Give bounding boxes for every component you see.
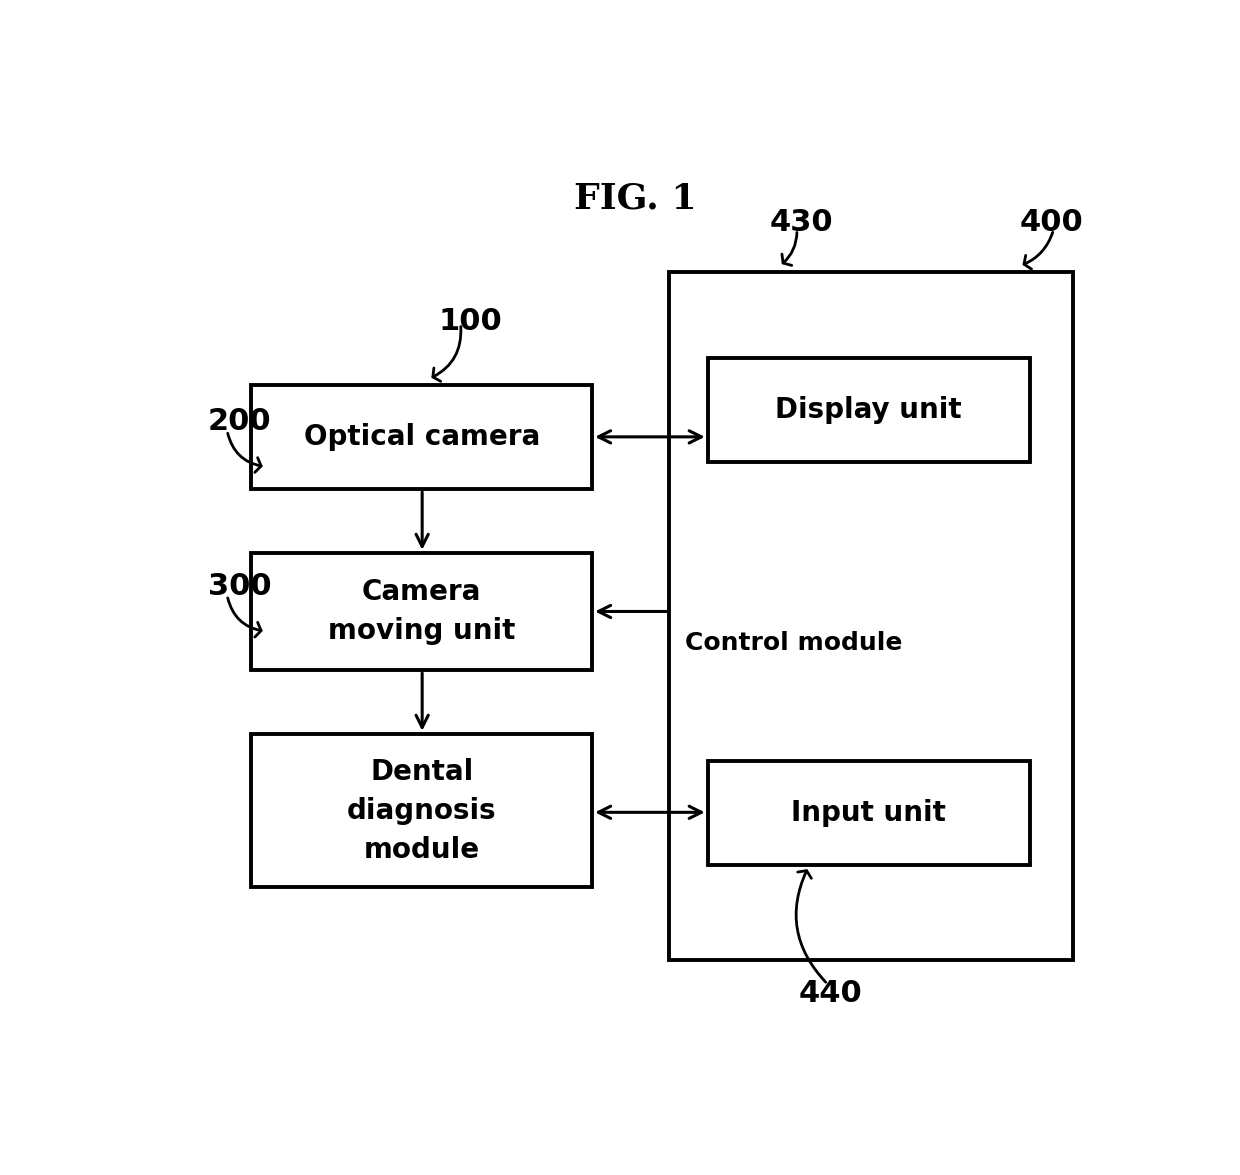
Text: Camera
moving unit: Camera moving unit <box>329 578 516 645</box>
Text: Optical camera: Optical camera <box>304 423 539 451</box>
Text: Dental
diagnosis
module: Dental diagnosis module <box>347 758 496 864</box>
Text: 400: 400 <box>1019 208 1084 237</box>
Text: 200: 200 <box>208 407 272 436</box>
FancyBboxPatch shape <box>670 273 1073 960</box>
FancyBboxPatch shape <box>250 385 593 489</box>
Text: 300: 300 <box>208 571 272 600</box>
Text: 440: 440 <box>799 979 863 1008</box>
Text: FIG. 1: FIG. 1 <box>574 182 697 216</box>
Text: 430: 430 <box>770 208 833 237</box>
FancyBboxPatch shape <box>708 760 1029 865</box>
Text: 100: 100 <box>439 308 502 336</box>
FancyBboxPatch shape <box>250 552 593 670</box>
Text: Input unit: Input unit <box>791 799 946 827</box>
Text: Control module: Control module <box>686 631 903 656</box>
FancyBboxPatch shape <box>708 358 1029 462</box>
Text: Display unit: Display unit <box>775 396 962 424</box>
FancyBboxPatch shape <box>250 733 593 887</box>
